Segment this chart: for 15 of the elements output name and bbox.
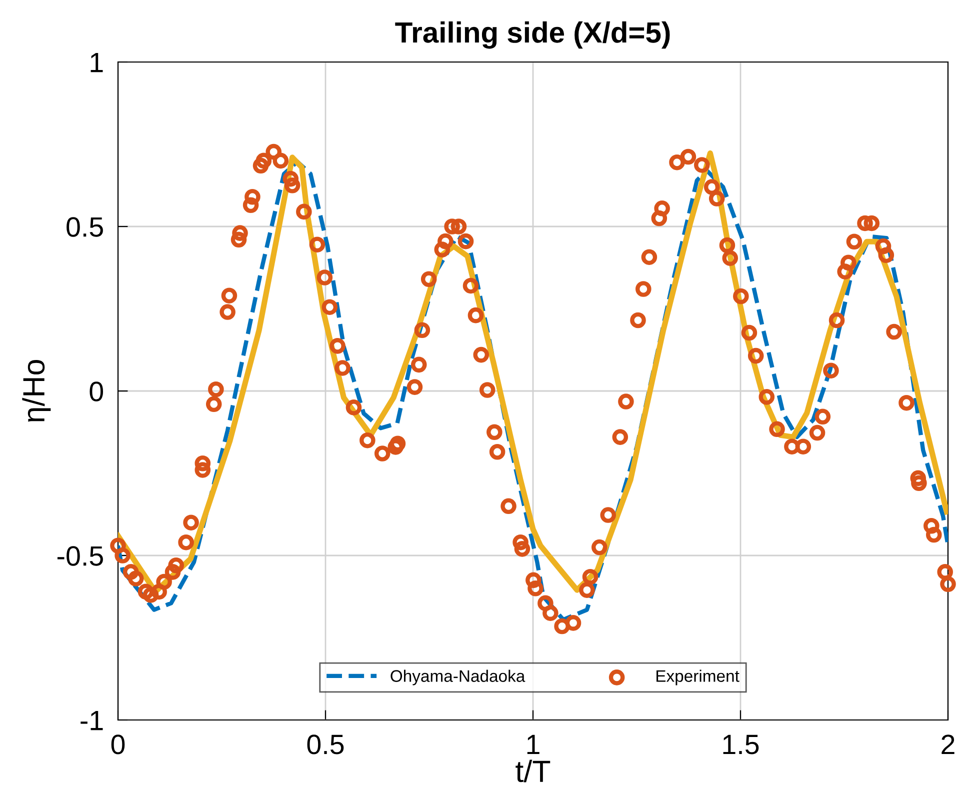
legend-label: Experiment	[656, 670, 740, 686]
legend-label: Ohyama-Nadaoka	[390, 670, 526, 686]
x-axis-title: t/T	[516, 760, 550, 782]
x-tick-label: 2	[942, 734, 954, 754]
x-tick-label: 1	[527, 734, 540, 754]
x-tick-label: 0.5	[307, 734, 344, 754]
x-tick-label: 1.5	[723, 734, 759, 754]
x-tick-label: 0	[111, 734, 125, 754]
chart-title: Trailing side (X/d=5)	[395, 21, 670, 49]
y-tick-label: -1	[80, 710, 103, 730]
y-axis-title: η/Ho	[22, 360, 51, 422]
y-tick-label: -0.5	[57, 546, 103, 566]
y-tick-label: 0	[90, 382, 104, 402]
y-tick-label: 1	[90, 52, 103, 72]
y-tick-label: 0.5	[66, 217, 103, 237]
